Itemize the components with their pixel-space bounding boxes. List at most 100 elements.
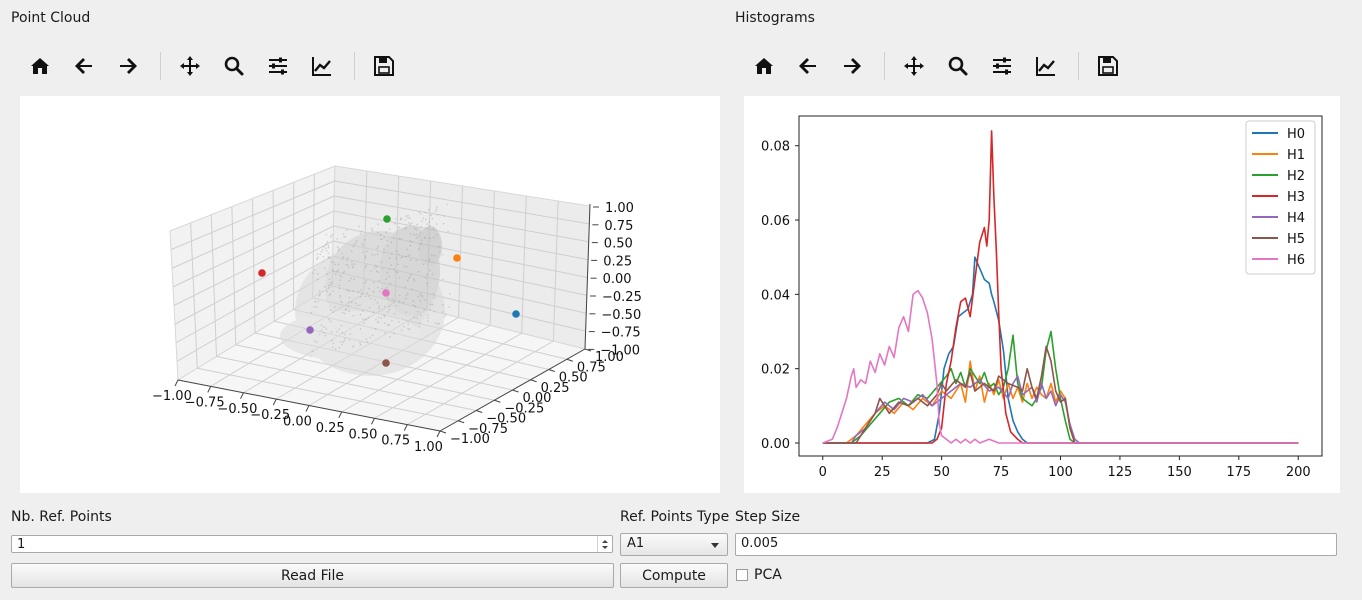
step-size-input[interactable]: 0.005: [735, 533, 1337, 556]
series-line-h1: [822, 360, 1299, 444]
pan-move-icon: [180, 56, 200, 76]
save-floppy-icon: [1098, 56, 1118, 76]
legend-label: H6: [1287, 253, 1305, 268]
pca-checkbox[interactable]: [736, 569, 748, 581]
legend-label: H0: [1287, 127, 1305, 142]
x-tick-label: 0: [819, 465, 827, 480]
z-tick-label: 0.75: [604, 219, 633, 234]
y-tick-label: 0.08: [761, 140, 790, 155]
forward-arrow-button[interactable]: [837, 51, 867, 81]
z-tick-label: −0.75: [601, 326, 641, 341]
toolbar-separator: [160, 52, 161, 80]
y-tick-label: −0.50: [486, 412, 526, 427]
nb-ref-points-spinbox[interactable]: 1: [11, 535, 613, 553]
pca-label: PCA: [754, 567, 782, 583]
series-line-h3: [822, 130, 1299, 444]
z-tick-label: −0.50: [601, 308, 641, 323]
ref-point-marker: [383, 215, 391, 223]
legend-label: H1: [1287, 148, 1305, 163]
series-line-h5: [822, 345, 1299, 444]
x-tick-label: 100: [1048, 465, 1073, 480]
x-tick-label: −0.25: [250, 408, 290, 423]
configure-subplots-icon: [269, 57, 287, 75]
legend-label: H3: [1287, 190, 1305, 205]
legend-label: H4: [1287, 211, 1305, 226]
step-size-label: Step Size: [735, 509, 801, 525]
y-tick-label: 0.75: [577, 360, 606, 375]
configure-subplots-button[interactable]: [987, 51, 1017, 81]
x-tick-label: 125: [1108, 465, 1133, 480]
home-button[interactable]: [25, 51, 55, 81]
ref-point-marker: [382, 289, 390, 297]
forward-arrow-icon: [120, 58, 137, 74]
ref-point-marker: [306, 326, 314, 334]
spin-buttons[interactable]: [597, 536, 612, 552]
nb-ref-points-label: Nb. Ref. Points: [11, 509, 112, 525]
point-cloud-title: Point Cloud: [11, 10, 91, 26]
back-arrow-button[interactable]: [69, 51, 99, 81]
zoom-magnifier-button[interactable]: [219, 51, 249, 81]
histograms-plot[interactable]: 0.00 0.02 0.04 0.06 0.08 0 25 50 75 100 125 150 175…: [744, 96, 1340, 493]
home-button[interactable]: [749, 51, 779, 81]
histograms-canvas[interactable]: 0.00 0.02 0.04 0.06 0.08 0 25 50 75 100 125 150 175…: [744, 96, 1340, 493]
configure-subplots-button[interactable]: [263, 51, 293, 81]
configure-subplots-icon: [993, 57, 1011, 75]
x-tick-label: 0.00: [283, 415, 312, 430]
z-tick-label: −0.25: [602, 290, 642, 305]
edit-axis-icon: [312, 57, 331, 76]
ref-points-type-combo[interactable]: A1: [620, 533, 728, 556]
zoom-magnifier-icon: [224, 56, 244, 76]
edit-axis-button[interactable]: [307, 51, 337, 81]
series-line-h4: [822, 375, 1299, 444]
ref-point-marker: [382, 359, 390, 367]
compute-button[interactable]: Compute: [620, 563, 728, 588]
y-tick-label: 0.06: [761, 214, 790, 229]
toolbar-separator: [1078, 52, 1079, 80]
series-line-h2: [822, 330, 1299, 444]
zoom-magnifier-button[interactable]: [943, 51, 973, 81]
ref-points-type-value: A1: [627, 536, 645, 551]
x-tick-label: 25: [874, 465, 891, 480]
y-tick-label: 0.25: [541, 381, 570, 396]
read-file-button[interactable]: Read File: [11, 563, 614, 588]
z-tick-label: −1.00: [600, 343, 640, 358]
pan-move-button[interactable]: [899, 51, 929, 81]
back-arrow-icon: [799, 58, 816, 74]
point-cloud-canvas[interactable]: 1.00 0.75 0.50 0.25 0.00 −0.25 −0.50 −0.75 −1.00…: [20, 96, 720, 493]
y-tick-label: 0.04: [761, 288, 790, 303]
histograms-title: Histograms: [735, 10, 815, 26]
ref-point-marker: [512, 310, 520, 318]
spin-arrows-icon[interactable]: [598, 536, 612, 552]
x-tick-label: 0.50: [349, 427, 378, 442]
ref-point-marker: [258, 269, 266, 277]
z-tick-label: 0.25: [603, 254, 632, 269]
x-tick-label: 1.00: [414, 440, 443, 455]
x-tick-label: 50: [933, 465, 950, 480]
ref-point-marker: [453, 254, 461, 262]
series-line-h0: [822, 256, 1299, 444]
save-floppy-icon: [374, 56, 394, 76]
home-icon: [755, 58, 773, 74]
pan-move-icon: [904, 56, 924, 76]
chevron-down-icon: [711, 543, 719, 548]
forward-arrow-button[interactable]: [113, 51, 143, 81]
save-floppy-button[interactable]: [1093, 51, 1123, 81]
x-tick-label: −0.50: [218, 402, 258, 417]
edit-axis-button[interactable]: [1031, 51, 1061, 81]
point-cloud-3d-plot[interactable]: 1.000.750.500.250.00−0.25−0.50−0.75−1.00…: [20, 96, 720, 493]
x-tick-label: 200: [1286, 465, 1311, 480]
y-tick-label: 0.00: [523, 391, 552, 406]
z-tick-label: 1.00: [605, 201, 634, 216]
y-tick-label: 0.00: [761, 437, 790, 452]
x-tick-label: 75: [993, 465, 1010, 480]
x-tick-label: 0.75: [381, 434, 410, 449]
back-arrow-button[interactable]: [793, 51, 823, 81]
zoom-magnifier-icon: [948, 56, 968, 76]
x-tick-label: 150: [1167, 465, 1192, 480]
save-floppy-button[interactable]: [369, 51, 399, 81]
pan-move-button[interactable]: [175, 51, 205, 81]
edit-axis-icon: [1036, 57, 1055, 76]
x-tick-label: −0.75: [185, 395, 225, 410]
y-tick-label: 0.02: [761, 363, 790, 378]
y-tick-label: 0.50: [559, 371, 588, 386]
